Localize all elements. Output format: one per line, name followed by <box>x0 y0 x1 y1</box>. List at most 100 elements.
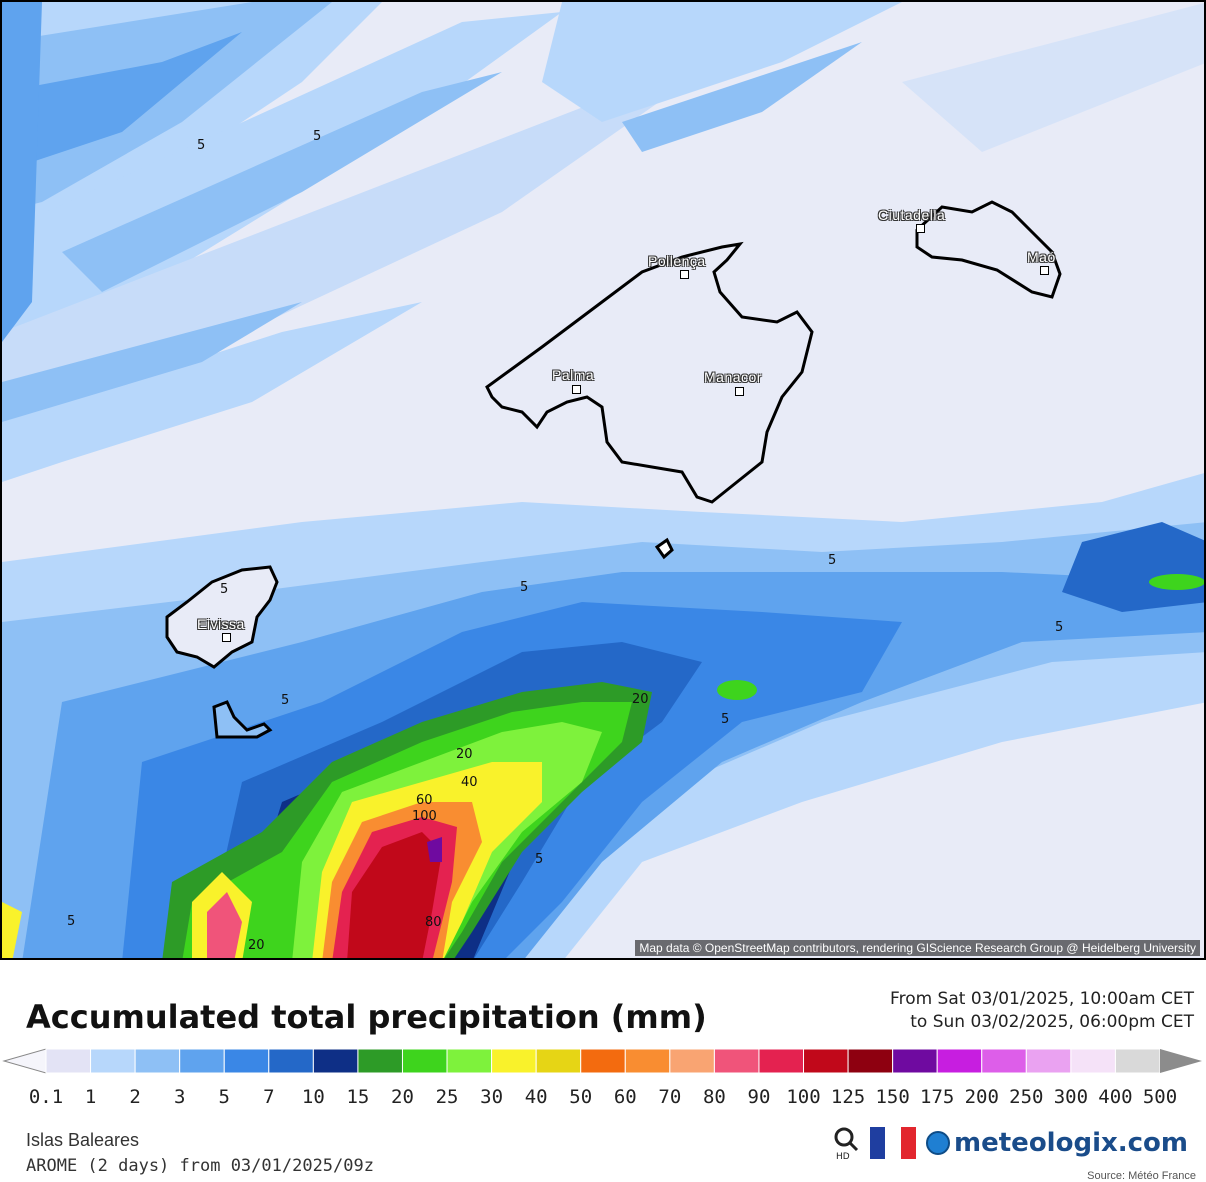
scale-swatch <box>847 1048 894 1074</box>
scale-tick-label: 250 <box>1009 1086 1044 1108</box>
period-from: From Sat 03/01/2025, 10:00am CET <box>890 989 1194 1009</box>
mallorca-coastline <box>485 241 814 504</box>
scale-swatch <box>268 1048 314 1074</box>
scale-swatch <box>491 1048 537 1074</box>
contour-label: 5 <box>197 138 206 153</box>
contour-label: 20 <box>248 938 265 953</box>
scale-tick-label: 60 <box>613 1086 637 1108</box>
scale-swatch <box>45 1048 92 1074</box>
city-marker-ciutadella <box>916 224 925 233</box>
contour-label: 60 <box>416 793 433 808</box>
france-flag-icon[interactable] <box>870 1127 917 1159</box>
scale-swatch <box>357 1048 403 1074</box>
scale-tick-label: 5 <box>218 1086 230 1108</box>
scale-tick-label: 25 <box>435 1086 459 1108</box>
svg-text:HD: HD <box>836 1152 850 1160</box>
cabrera-coastline <box>654 537 674 560</box>
scale-tick-label: 30 <box>480 1086 504 1108</box>
scale-swatch <box>803 1048 849 1074</box>
scale-swatch <box>90 1048 136 1074</box>
scale-tick-label: 1 <box>84 1086 97 1108</box>
precipitation-map[interactable]: Ciutadella Maó Pollença Palma Manacor Ei… <box>0 0 1206 960</box>
city-label-manacor: Manacor <box>704 369 762 385</box>
data-source: Source: Météo France <box>1087 1170 1196 1182</box>
contour-label: 20 <box>632 692 649 707</box>
scale-tick-label: 2 <box>129 1086 141 1108</box>
contour-label: 5 <box>721 712 730 727</box>
meteologix-logo-icon <box>926 1131 951 1155</box>
scale-swatch <box>1114 1048 1161 1074</box>
scale-swatch <box>669 1048 715 1074</box>
scale-tick-label: 7 <box>263 1086 275 1108</box>
scale-tick-label: 150 <box>875 1086 910 1108</box>
scale-swatch <box>223 1048 270 1074</box>
scale-tick-label: 70 <box>658 1086 682 1108</box>
scale-tick-label: 200 <box>964 1086 999 1108</box>
region-name: Islas Baleares <box>26 1130 140 1150</box>
scale-tick-label: 50 <box>569 1086 593 1108</box>
scale-swatch <box>981 1048 1027 1074</box>
contour-label: 100 <box>412 809 437 824</box>
scale-tick-label: 0.1 <box>28 1086 64 1108</box>
scale-tick-label: 125 <box>830 1086 866 1108</box>
formentera-coastline <box>212 700 273 739</box>
city-label-ciutadella: Ciutadella <box>878 207 946 223</box>
scale-swatch <box>624 1048 671 1074</box>
scale-tick-label: 3 <box>173 1086 186 1108</box>
hd-search-icon[interactable]: HD <box>832 1126 860 1162</box>
scale-swatch <box>936 1048 983 1074</box>
city-label-eivissa: Eivissa <box>197 616 245 632</box>
scale-tick-label: 100 <box>786 1086 821 1108</box>
city-label-mao: Maó <box>1027 249 1056 265</box>
color-scale-bar <box>2 1048 1202 1074</box>
city-label-palma: Palma <box>552 367 595 383</box>
city-marker-mao <box>1040 266 1049 275</box>
city-marker-pollenca <box>680 270 689 279</box>
scale-swatch <box>179 1048 225 1074</box>
scale-tick-label: 500 <box>1142 1086 1178 1108</box>
scale-swatch <box>535 1048 582 1074</box>
contour-label: 5 <box>281 693 290 708</box>
period-to: to Sun 03/02/2025, 06:00pm CET <box>910 1012 1194 1032</box>
map-attribution[interactable]: Map data © OpenStreetMap contributors, r… <box>635 940 1200 956</box>
scale-swatch <box>758 1048 805 1074</box>
scale-tick-label: 15 <box>346 1086 370 1108</box>
scale-swatch <box>312 1048 359 1074</box>
scale-swatch <box>446 1048 493 1074</box>
city-marker-manacor <box>735 387 744 396</box>
brand-area: HD meteologix.com <box>832 1126 1188 1162</box>
contour-label: 80 <box>425 915 442 930</box>
scale-swatch <box>892 1048 938 1074</box>
contour-label: 5 <box>1055 620 1064 635</box>
model-run: AROME (2 days) from 03/01/2025/09z <box>26 1156 374 1176</box>
scale-swatch <box>580 1048 626 1074</box>
scale-tick-label: 175 <box>920 1086 955 1108</box>
brand-name: meteologix.com <box>954 1128 1188 1158</box>
scale-swatch <box>1025 1048 1072 1074</box>
scale-tick-label: 10 <box>301 1086 325 1108</box>
scale-tick-label: 80 <box>702 1086 726 1108</box>
forecast-period: From Sat 03/01/2025, 10:00am CET to Sun … <box>890 988 1194 1034</box>
scale-swatch <box>134 1048 181 1074</box>
scale-tick-label: 300 <box>1053 1086 1089 1108</box>
scale-tick-label: 20 <box>391 1086 414 1108</box>
precipitation-field <box>2 2 1204 958</box>
legend-panel: Accumulated total precipitation (mm) Fro… <box>0 960 1206 1182</box>
scale-tick-label: 400 <box>1098 1086 1133 1108</box>
scale-tick-label: 40 <box>524 1086 548 1108</box>
meteologix-logo[interactable]: meteologix.com <box>926 1128 1188 1158</box>
scale-max-arrow <box>1160 1049 1202 1073</box>
color-scale-labels: 0.1 1 2 3 5 7 10 15 20 25 30 40 50 60 70 80 90 100 125 150 1… <box>0 1086 1206 1110</box>
legend-title: Accumulated total precipitation (mm) <box>26 998 707 1036</box>
contour-label: 5 <box>828 553 837 568</box>
contour-label: 20 <box>456 747 473 762</box>
city-marker-eivissa <box>222 633 231 642</box>
contour-label: 5 <box>520 580 529 595</box>
scale-swatch <box>1070 1048 1116 1074</box>
city-label-pollenca: Pollença <box>648 253 706 269</box>
contour-label: 5 <box>313 129 322 144</box>
contour-label: 5 <box>220 582 229 597</box>
scale-swatch <box>401 1048 448 1074</box>
ibiza-coastline <box>165 565 279 669</box>
scale-tick-label: 90 <box>747 1086 771 1108</box>
